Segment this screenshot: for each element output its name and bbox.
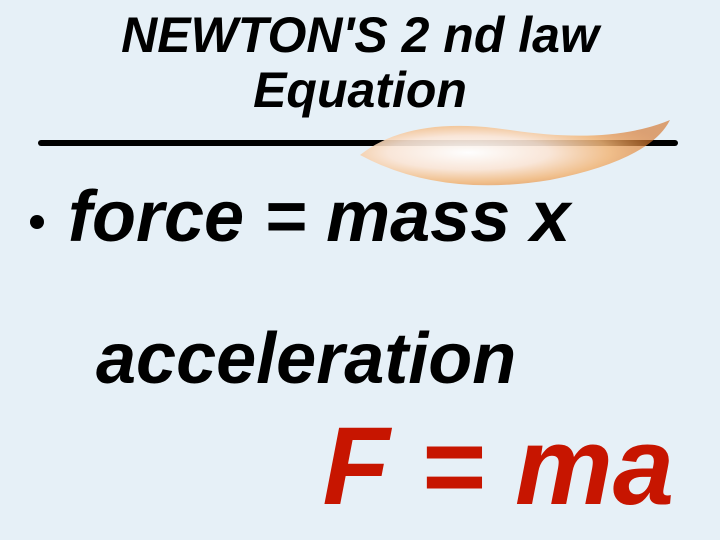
bullet-item: force = mass x bbox=[30, 176, 570, 258]
equation-text-line1: force = mass x bbox=[68, 176, 570, 258]
bullet-dot-icon bbox=[30, 215, 44, 229]
title-line2: Equation bbox=[0, 63, 720, 118]
equation-text-line2: acceleration bbox=[96, 318, 516, 400]
formula-text: F = ma bbox=[322, 403, 674, 530]
title-underline bbox=[38, 140, 678, 146]
title-line1: NEWTON'S 2 nd law bbox=[0, 8, 720, 63]
slide-title: NEWTON'S 2 nd law Equation bbox=[0, 8, 720, 118]
